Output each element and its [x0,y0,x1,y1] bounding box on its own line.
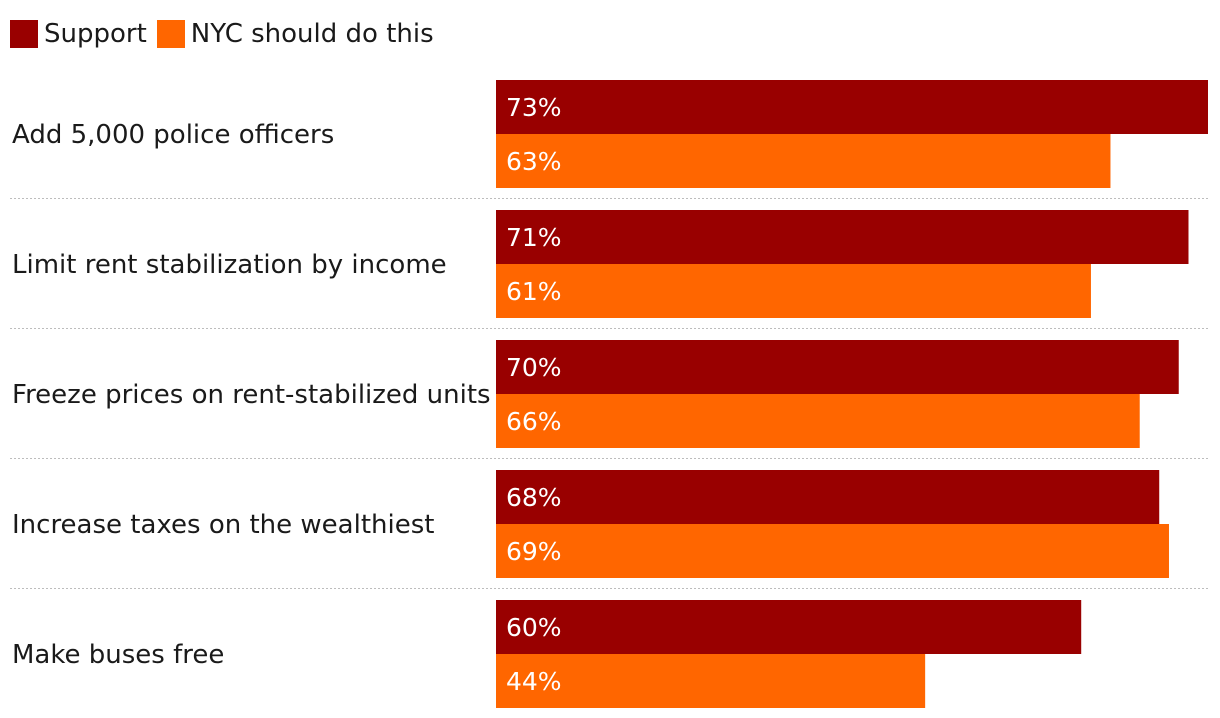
legend-label-support: Support [44,19,147,49]
category-label-increase-taxes-on-the-wealthiest: Increase taxes on the wealthiest [12,510,434,540]
legend: Support NYC should do this [10,17,444,51]
legend-item-nyc-should-do: NYC should do this [156,17,434,51]
bar-label-support-limit-rent-stabilization-by-income: 71% [506,223,562,252]
bar-nyc-should-do-this-limit-rent-stabilization-by-income [496,264,1091,318]
bar-nyc-should-do-this-freeze-prices-on-rent-stabilized-units [496,394,1140,448]
legend-label-nyc-should-do: NYC should do this [190,19,434,49]
bar-label-nyc-should-do-this-make-buses-free: 44% [506,667,562,696]
bar-nyc-should-do-this-make-buses-free [496,654,926,708]
bar-nyc-should-do-this-increase-taxes-on-the-wealthiest [496,524,1169,578]
legend-swatch-nyc-should-do [156,20,185,48]
bar-label-nyc-should-do-this-add-5-000-police-officers: 63% [506,147,562,176]
bar-label-nyc-should-do-this-limit-rent-stabilization-by-income: 61% [506,277,562,306]
category-label-freeze-prices-on-rent-stabilized-units: Freeze prices on rent-stabilized units [12,380,491,410]
bar-support-make-buses-free [496,600,1082,654]
bar-label-support-make-buses-free: 60% [506,613,562,642]
category-label-make-buses-free: Make buses free [12,640,224,670]
bar-support-freeze-prices-on-rent-stabilized-units [496,340,1179,394]
bar-support-add-5-000-police-officers [496,80,1208,134]
bar-support-limit-rent-stabilization-by-income [496,210,1189,264]
category-label-limit-rent-stabilization-by-income: Limit rent stabilization by income [12,250,447,280]
bar-label-support-increase-taxes-on-the-wealthiest: 68% [506,483,562,512]
bar-label-nyc-should-do-this-increase-taxes-on-the-wealthiest: 69% [506,537,562,566]
bar-nyc-should-do-this-add-5-000-police-officers [496,134,1111,188]
bar-label-nyc-should-do-this-freeze-prices-on-rent-stabilized-units: 66% [506,407,562,436]
bar-label-support-freeze-prices-on-rent-stabilized-units: 70% [506,353,562,382]
legend-item-support: Support [10,17,147,51]
category-label-add-5-000-police-officers: Add 5,000 police officers [12,120,334,150]
legend-swatch-support [10,20,38,48]
bar-label-support-add-5-000-police-officers: 73% [506,93,562,122]
bar-support-increase-taxes-on-the-wealthiest [496,470,1160,524]
